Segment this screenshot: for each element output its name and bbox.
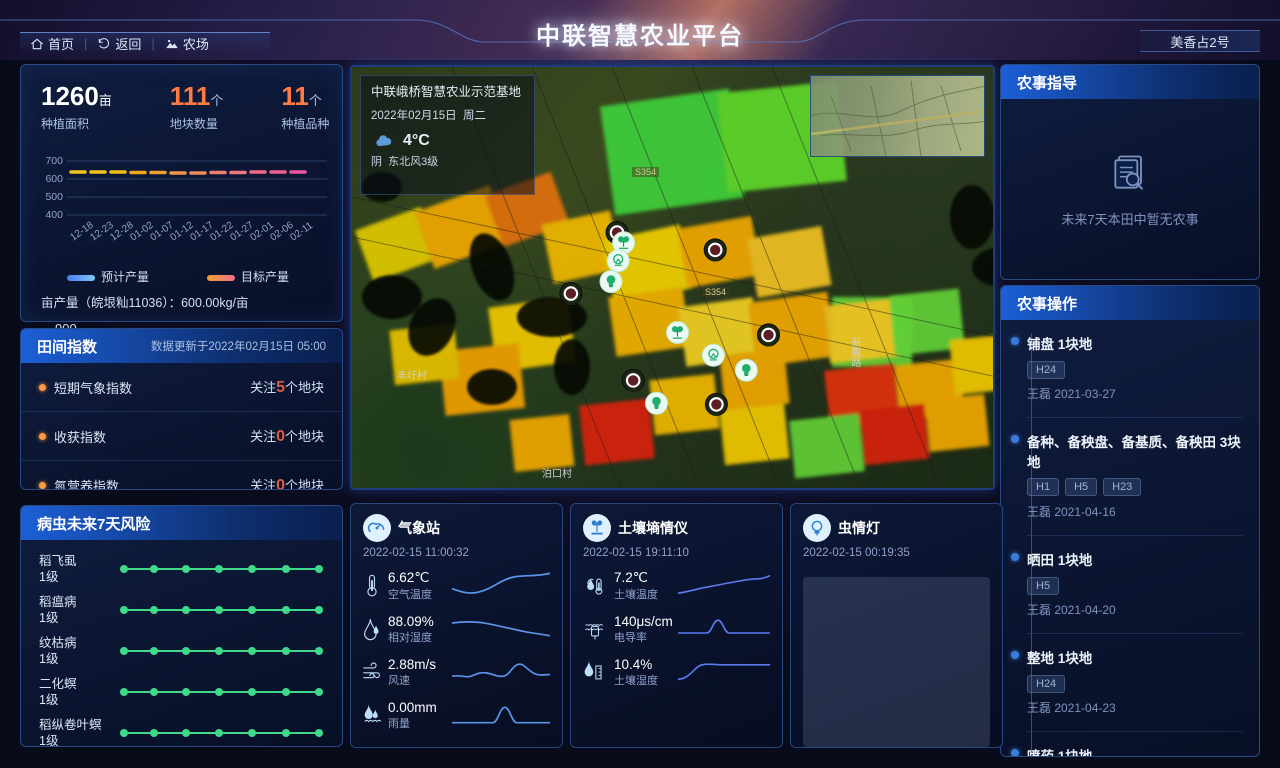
svg-text:400: 400 bbox=[45, 209, 63, 221]
svg-text:700: 700 bbox=[45, 155, 63, 167]
svg-text:目标产量: 目标产量 bbox=[241, 270, 289, 284]
svg-text:02-11: 02-11 bbox=[288, 220, 315, 244]
svg-text:500: 500 bbox=[45, 191, 63, 203]
svg-text:600: 600 bbox=[45, 173, 63, 185]
svg-text:预计产量: 预计产量 bbox=[101, 270, 149, 284]
